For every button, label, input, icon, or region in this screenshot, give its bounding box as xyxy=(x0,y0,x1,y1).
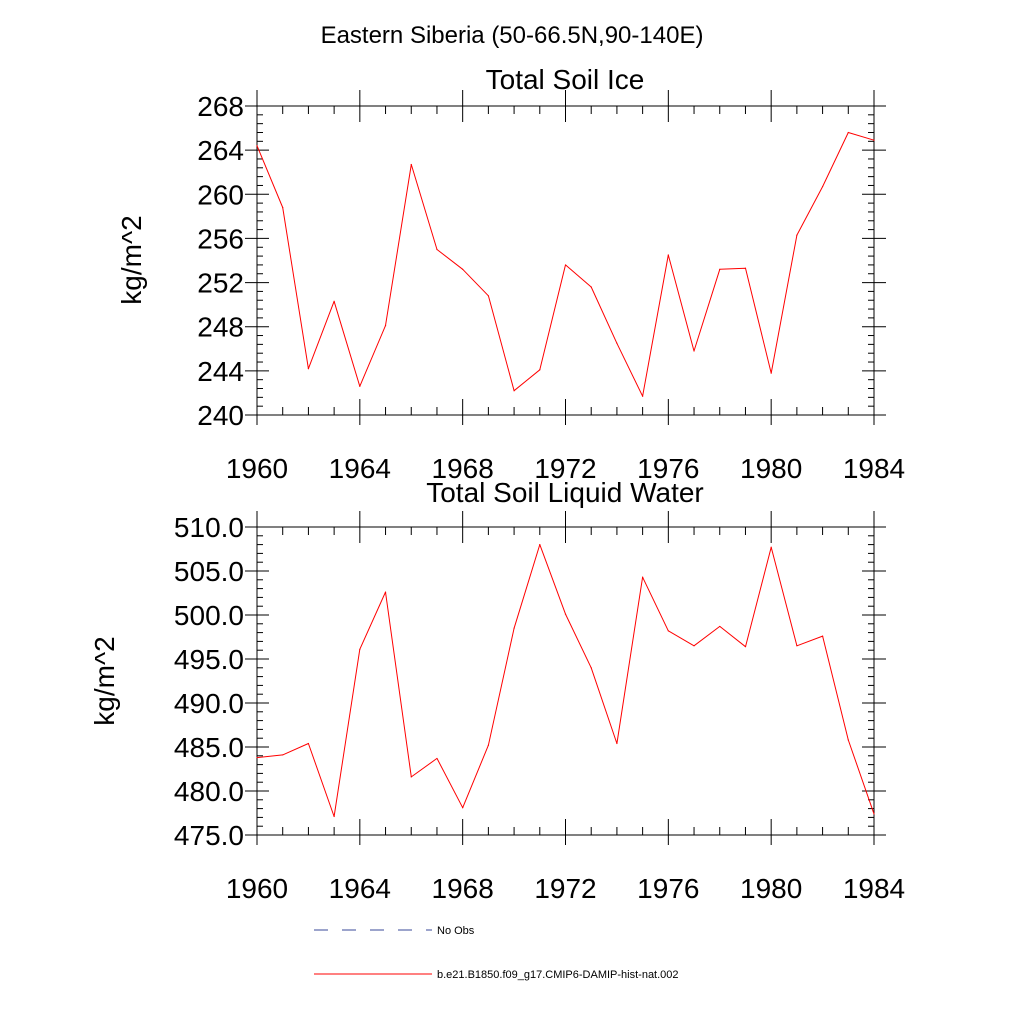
soil-liquid-water-data-point xyxy=(821,635,824,637)
soil-liquid-water-data-point xyxy=(616,742,618,745)
soil-ice-data-point xyxy=(642,395,644,397)
soil-ice-x-tick-label: 1960 xyxy=(226,453,288,484)
soil-liquid-water-y-tick-label: 510.0 xyxy=(174,512,244,543)
soil-ice-data-point xyxy=(770,372,772,374)
soil-liquid-water-data-point xyxy=(487,744,489,746)
soil-liquid-water-y-tick-label: 490.0 xyxy=(174,688,244,719)
soil-ice-y-tick-label: 252 xyxy=(197,268,244,299)
soil-ice-data-point xyxy=(436,248,438,251)
soil-ice-y-tick-label: 260 xyxy=(197,179,244,210)
soil-liquid-water-y-tick-label: 475.0 xyxy=(174,820,244,851)
soil-ice-data-point xyxy=(307,368,310,370)
soil-ice-x-tick-label: 1964 xyxy=(329,453,391,484)
soil-liquid-water-data-point xyxy=(642,576,644,578)
soil-liquid-water-ylabel: kg/m^2 xyxy=(89,636,120,725)
soil-liquid-water-data-point xyxy=(307,742,310,745)
soil-ice-data-point xyxy=(796,234,798,236)
soil-ice-ylabel: kg/m^2 xyxy=(116,215,147,304)
soil-ice-plot-frame xyxy=(256,105,875,416)
soil-ice-data-point xyxy=(539,369,541,371)
soil-ice-y-tick-label: 256 xyxy=(197,223,244,254)
soil-liquid-water-x-tick-label: 1964 xyxy=(329,873,391,904)
soil-liquid-water-x-tick-label: 1968 xyxy=(432,873,494,904)
legend-model-label: b.e21.B1850.f09_g17.CMIP6-DAMIP-hist-nat… xyxy=(437,969,679,981)
figure-title: Eastern Siberia (50-66.5N,90-140E) xyxy=(321,22,704,49)
soil-ice-data-point xyxy=(282,206,284,209)
soil-ice-data-point xyxy=(667,254,669,256)
soil-liquid-water-data-point xyxy=(873,813,875,815)
soil-liquid-water-y-tick-label: 480.0 xyxy=(174,776,244,807)
soil-ice-data-point xyxy=(564,264,567,266)
soil-ice-x-tick-label: 1984 xyxy=(843,453,905,484)
soil-ice-data-point xyxy=(590,286,592,288)
soil-ice-y-tick-label: 244 xyxy=(197,356,244,387)
soil-liquid-water-x-tick-label: 1960 xyxy=(226,873,288,904)
soil-liquid-water-x-tick-label: 1976 xyxy=(637,873,699,904)
soil-ice-data-point xyxy=(256,145,258,147)
legend: No Obs b.e21.B1850.f09_g17.CMIP6-DAMIP-h… xyxy=(314,925,679,981)
soil-liquid-water-data-point xyxy=(436,757,438,760)
soil-ice-x-tick-label: 1976 xyxy=(637,453,699,484)
soil-liquid-water-data-point xyxy=(693,645,695,647)
soil-ice-y-tick-label: 268 xyxy=(197,91,244,122)
soil-liquid-water-title: Total Soil Liquid Water xyxy=(426,477,704,508)
soil-liquid-water-x-tick-label: 1984 xyxy=(843,873,905,904)
soil-liquid-water-data-point xyxy=(513,627,515,629)
soil-ice-data-point xyxy=(847,131,849,134)
soil-liquid-water-data-point xyxy=(847,739,849,741)
soil-liquid-water-series-line xyxy=(256,544,875,817)
soil-liquid-water-data-point xyxy=(564,613,567,615)
soil-liquid-water-data-point xyxy=(796,645,798,647)
soil-liquid-water-data-point xyxy=(410,776,412,778)
soil-ice-data-point xyxy=(821,185,824,188)
soil-ice-data-point xyxy=(744,267,747,269)
soil-liquid-water-data-point xyxy=(256,756,258,759)
soil-liquid-water-data-point xyxy=(590,667,592,669)
soil-ice-data-point xyxy=(359,385,361,387)
soil-liquid-water-data-point xyxy=(744,646,747,648)
soil-liquid-water-data-point xyxy=(462,807,464,809)
soil-ice-data-point xyxy=(384,325,387,327)
soil-ice-title: Total Soil Ice xyxy=(486,64,645,95)
soil-ice-data-point xyxy=(462,268,464,270)
legend-no-obs-label: No Obs xyxy=(437,925,475,937)
soil-liquid-water-x-tick-label: 1972 xyxy=(534,873,596,904)
soil-ice-data-point xyxy=(513,390,515,392)
soil-liquid-water-data-point xyxy=(384,591,387,593)
soil-ice-x-tick-label: 1972 xyxy=(534,453,596,484)
soil-ice-data-point xyxy=(719,268,721,270)
soil-ice-data-point xyxy=(333,300,335,302)
soil-ice-y-tick-label: 264 xyxy=(197,135,244,166)
soil-liquid-water-data-point xyxy=(770,546,772,548)
soil-liquid-water-data-point xyxy=(333,815,335,818)
soil-liquid-water-data-point xyxy=(359,648,361,650)
soil-ice-data-point xyxy=(873,139,875,141)
soil-liquid-water-data-point xyxy=(282,754,284,756)
soil-liquid-water-data-point xyxy=(539,544,541,546)
soil-liquid-water-y-tick-label: 500.0 xyxy=(174,600,244,631)
soil-ice-data-point xyxy=(487,295,489,297)
soil-liquid-water-data-point xyxy=(719,625,721,628)
soil-ice-data-point xyxy=(616,342,618,344)
soil-ice-x-tick-label: 1968 xyxy=(432,453,494,484)
soil-liquid-water-y-tick-label: 495.0 xyxy=(174,644,244,675)
soil-liquid-water-plot-frame xyxy=(256,526,875,836)
soil-ice-y-tick-label: 248 xyxy=(197,312,244,343)
soil-liquid-water-x-tick-label: 1980 xyxy=(740,873,802,904)
soil-ice-x-tick-label: 1980 xyxy=(740,453,802,484)
soil-liquid-water-y-tick-label: 485.0 xyxy=(174,732,244,763)
soil-liquid-water-data-point xyxy=(667,630,669,632)
soil-liquid-water-y-tick-label: 505.0 xyxy=(174,556,244,587)
soil-ice-y-tick-label: 240 xyxy=(197,400,244,431)
soil-ice-data-point xyxy=(410,163,412,166)
soil-ice-panel: Total Soil Ice kg/m^2 1960 1964 1968 1972 19… xyxy=(116,64,905,484)
soil-ice-data-point xyxy=(693,350,695,352)
soil-liquid-water-panel: Total Soil Liquid Water kg/m^2 1960 1964 1… xyxy=(89,477,905,904)
